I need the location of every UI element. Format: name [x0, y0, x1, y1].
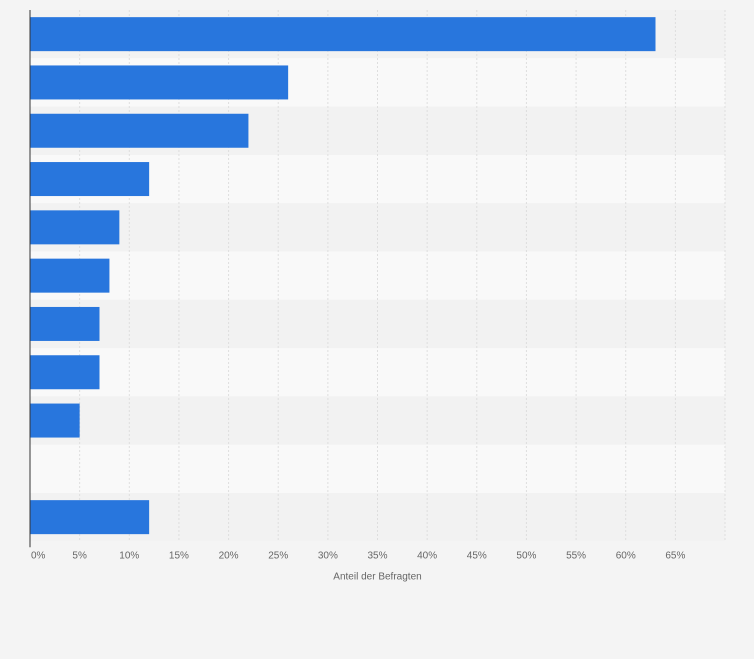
bar[interactable] [30, 65, 289, 100]
x-tick-label: 60% [616, 550, 636, 561]
x-tick-label: 20% [219, 550, 239, 561]
bars [30, 17, 656, 535]
bar[interactable] [30, 113, 249, 148]
row-band [30, 348, 725, 397]
x-tick-label: 55% [566, 550, 586, 561]
x-tick-label: 25% [268, 550, 288, 561]
bar[interactable] [30, 162, 150, 197]
bar[interactable] [30, 210, 120, 245]
x-tick-label: 0% [31, 550, 46, 561]
x-tick-label: 40% [417, 550, 437, 561]
bar[interactable] [30, 403, 80, 438]
x-axis-title: Anteil der Befragten [333, 571, 421, 582]
x-tick-label: 65% [665, 550, 685, 561]
x-tick-label: 30% [318, 550, 338, 561]
x-tick-labels: 0% 5% 10% 15% 20% 25% 30% 35% 40% 45% 50% 55% 60% 65% [31, 550, 685, 561]
x-tick-label: 50% [516, 550, 536, 561]
bar[interactable] [30, 258, 110, 293]
row-band [30, 396, 725, 445]
x-tick-label: 5% [72, 550, 87, 561]
bar[interactable] [30, 355, 100, 390]
x-tick-label: 10% [119, 550, 139, 561]
bar[interactable] [30, 306, 100, 341]
x-tick-label: 15% [169, 550, 189, 561]
x-tick-label: 35% [367, 550, 387, 561]
bar[interactable] [30, 500, 150, 535]
bar[interactable] [30, 17, 656, 52]
row-band [30, 444, 725, 493]
x-tick-label: 45% [467, 550, 487, 561]
